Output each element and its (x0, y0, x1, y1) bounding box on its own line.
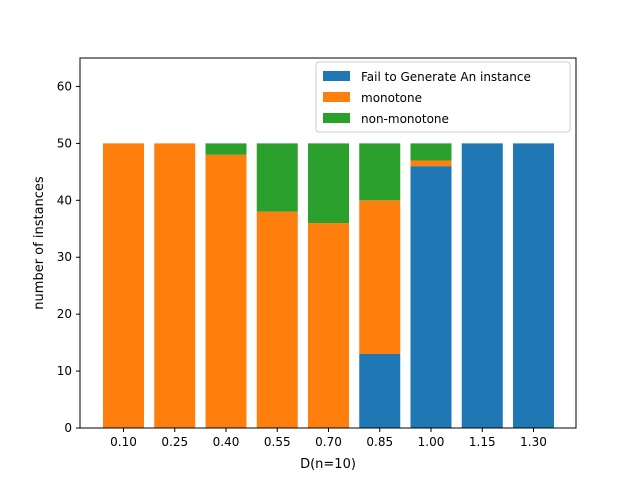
bar-monotone-1.00 (410, 160, 452, 167)
y-tick-label: 10 (57, 364, 72, 378)
bar-monotone-0.25 (154, 143, 196, 428)
legend-label: non-monotone (361, 112, 449, 126)
bar-non-monotone-0.40 (205, 143, 247, 155)
legend-label: monotone (361, 91, 422, 105)
x-tick-label: 1.30 (520, 435, 547, 449)
bar-monotone-0.10 (103, 143, 144, 428)
legend-swatch (323, 113, 350, 123)
bar-fail-to-generate-an-instance-1.15 (461, 143, 503, 428)
y-axis-label: number of instances (32, 176, 47, 310)
x-tick-label: 0.25 (161, 435, 188, 449)
x-tick-label: 0.85 (366, 435, 393, 449)
y-tick-label: 40 (57, 193, 72, 207)
x-tick-label: 1.00 (418, 435, 445, 449)
bar-monotone-0.55 (256, 211, 298, 428)
bar-monotone-0.85 (359, 200, 401, 354)
y-tick-label: 20 (57, 307, 72, 321)
y-tick-label: 50 (57, 136, 72, 150)
x-tick-label: 0.55 (264, 435, 291, 449)
bar-monotone-0.40 (205, 154, 247, 428)
bar-non-monotone-0.85 (359, 143, 401, 201)
legend-swatch (323, 92, 350, 102)
legend-swatch (323, 71, 350, 81)
x-axis-label: D(n=10) (300, 457, 356, 472)
bar-non-monotone-0.70 (308, 143, 349, 224)
bar-non-monotone-1.00 (410, 143, 452, 161)
legend-frame (315, 61, 571, 133)
bar-monotone-0.70 (308, 223, 349, 428)
x-tick-label: 0.40 (213, 435, 240, 449)
x-ticks: 0.10 0.25 0.40 0.55 0.70 0.85 1.00 1.15 1.30 (110, 428, 547, 449)
y-tick-label: 0 (64, 421, 72, 435)
x-tick-label: 0.70 (315, 435, 342, 449)
bars-group (103, 143, 554, 428)
y-tick-label: 60 (57, 79, 72, 93)
bar-fail-to-generate-an-instance-1.30 (513, 143, 554, 428)
y-ticks: 0 10 20 30 40 50 60 (57, 79, 80, 435)
legend: Fail to Generate An instance monotone non-… (315, 61, 571, 133)
bar-fail-to-generate-an-instance-1.00 (410, 166, 452, 428)
bar-fail-to-generate-an-instance-0.85 (359, 354, 401, 428)
y-tick-label: 30 (57, 250, 72, 264)
legend-label: Fail to Generate An instance (361, 70, 531, 84)
x-tick-label: 0.10 (110, 435, 137, 449)
bar-non-monotone-0.55 (256, 143, 298, 212)
x-tick-label: 1.15 (469, 435, 496, 449)
